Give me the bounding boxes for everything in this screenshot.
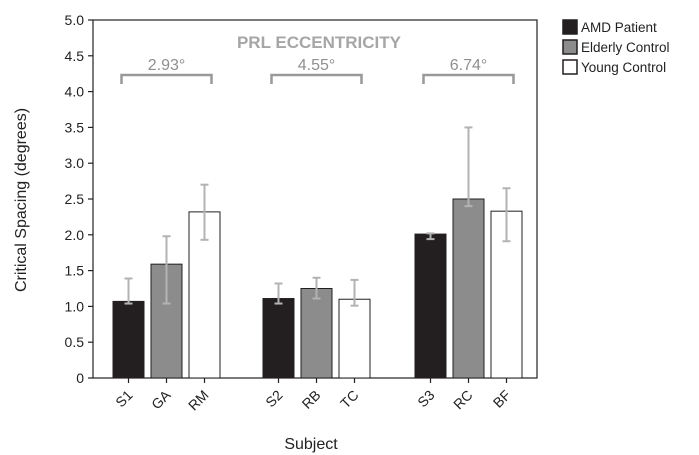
legend-label-2: Elderly Control (581, 40, 670, 55)
bar-s3 (414, 233, 447, 379)
error-bar-bf (502, 187, 511, 243)
x-tick-label-rm: RM (185, 387, 212, 414)
bar-rb (300, 288, 333, 379)
x-tick-label-tc: TC (337, 387, 362, 412)
y-tick-label: 4.5 (65, 48, 85, 64)
legend: AMD Patient Elderly Control Young Control (562, 19, 670, 75)
error-bar-s3 (426, 232, 435, 241)
error-bar-rm (200, 183, 209, 241)
bar-tc (338, 298, 371, 379)
bar-s2 (262, 298, 295, 379)
eccentricity-label-2: 4.55° (298, 57, 336, 74)
error-bars (124, 126, 511, 307)
y-tick-label: 4.0 (65, 84, 85, 100)
y-tick-label: 1.0 (65, 298, 85, 314)
legend-swatch-1 (562, 19, 578, 35)
bracket-2 (270, 73, 363, 84)
y-tick-label: 3.0 (65, 155, 85, 171)
annotation-title: PRL ECCENTRICITY (237, 33, 402, 52)
eccentricity-label-1: 2.93° (148, 57, 186, 74)
error-bar-s2 (274, 282, 283, 305)
x-tick-label-s1: S1 (112, 387, 136, 411)
y-tick-label: 2.0 (65, 227, 85, 243)
error-bar-ga (162, 235, 171, 305)
y-tick-label: 3.5 (65, 119, 85, 135)
legend-swatch-2 (562, 39, 578, 55)
x-axis-title: Subject (284, 436, 338, 453)
error-bar-s1 (124, 277, 133, 305)
y-axis-title: Critical Spacing (degrees) (13, 108, 30, 292)
legend-swatch-3 (562, 59, 578, 75)
eccentricity-brackets: 2.93° 4.55° 6.74° (120, 57, 515, 84)
legend-label-3: Young Control (581, 60, 666, 75)
y-tick-label: 0 (76, 370, 84, 386)
bar-s1 (112, 300, 145, 379)
x-tick-label-s2: S2 (262, 387, 286, 411)
x-tick-label-rc: RC (450, 387, 476, 413)
bars (112, 198, 523, 379)
error-bar-rc (464, 126, 473, 208)
y-tick-label: 5.0 (65, 12, 85, 28)
legend-label-1: AMD Patient (581, 20, 657, 35)
error-bar-tc (350, 278, 359, 307)
y-tick-label: 1.5 (65, 263, 85, 279)
bracket-1 (120, 73, 213, 84)
bar-rc (452, 198, 485, 379)
x-tick-label-s3: S3 (414, 387, 438, 411)
bracket-3 (422, 73, 515, 84)
error-bar-rb (312, 276, 321, 300)
y-tick-label: 2.5 (65, 191, 85, 207)
y-tick-label: 0.5 (65, 334, 85, 350)
x-tick-label-ga: GA (148, 386, 174, 412)
eccentricity-label-3: 6.74° (450, 57, 488, 74)
x-tick-label-rb: RB (299, 387, 324, 412)
x-tick-label-bf: BF (490, 387, 514, 411)
